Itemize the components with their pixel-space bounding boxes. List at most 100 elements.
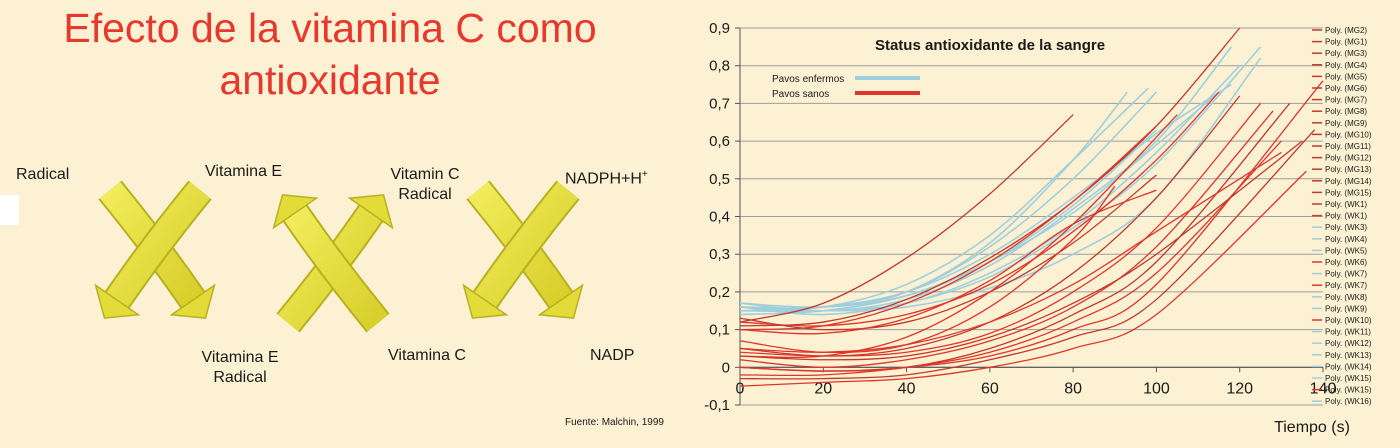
arrow-group-3-b-head	[462, 283, 509, 319]
side-legend-label: Poly. (MG4)	[1325, 61, 1367, 70]
antioxidant-chart: -0,1 0 0,1 0,2 0,3 0,4 0,5 0,6 0,7 0,8 0,9 0 20 40 60 8…	[704, 20, 1372, 436]
redox-arrows	[94, 180, 584, 333]
side-legend-label: Poly. (MG6)	[1325, 84, 1367, 93]
side-legend-label: Poly. (MG11)	[1325, 142, 1371, 151]
chart-inner-legend: Pavos enfermos Pavos sanos	[772, 74, 920, 100]
series-line-12	[739, 27, 1241, 327]
side-legend-label: Poly. (WK12)	[1325, 339, 1372, 348]
series-line-28	[739, 189, 1157, 335]
series-line-11	[739, 114, 1074, 323]
label-vitamina-e-radical-line-2: Radical	[213, 369, 267, 386]
series-line-5	[739, 46, 1262, 316]
arrow-group-1-b-head	[94, 283, 141, 319]
arrow-group-2-b-band	[284, 205, 389, 332]
label-nadph: NADPH+H+	[565, 165, 648, 189]
y-tick-label: 0	[722, 359, 730, 376]
side-legend-label: Poly. (WK1)	[1325, 200, 1367, 209]
series-line-22	[739, 140, 1282, 377]
series-line-21	[739, 102, 1291, 372]
series-line-14	[739, 125, 1157, 331]
series-line-9	[739, 87, 1149, 312]
white-marker-box	[0, 195, 19, 225]
side-legend-label: Poly. (WK16)	[1325, 397, 1372, 406]
arrow-group-1-b-band	[106, 181, 211, 308]
arrow-group-1-a-head	[169, 283, 216, 319]
slide-title-line-2: antioxidante	[219, 57, 441, 103]
chart-axes: -0,1 0 0,1 0,2 0,3 0,4 0,5 0,6 0,7 0,8 0,9 0 20 40 60 8…	[704, 20, 1336, 414]
side-legend-label: Poly. (MG9)	[1325, 119, 1367, 128]
side-legend-label: Poly. (WK10)	[1325, 316, 1372, 325]
x-tick-label: 100	[1143, 380, 1170, 397]
side-legend-label: Poly. (MG15)	[1325, 188, 1372, 197]
label-nadph-sup: +	[641, 169, 648, 180]
side-legend-label: Poly. (WK1)	[1325, 212, 1367, 221]
side-legend-label: Poly. (WK4)	[1325, 235, 1367, 244]
series-line-17	[739, 114, 1178, 359]
side-legend-label: Poly. (WK11)	[1325, 328, 1371, 337]
series-line-19	[739, 102, 1262, 357]
series-line-23	[739, 80, 1324, 372]
chart-series	[739, 27, 1324, 387]
side-legend-label: Poly. (MG1)	[1325, 38, 1367, 47]
x-tick-label: 20	[814, 380, 832, 397]
label-nadph-text: NADPH+H	[565, 170, 642, 188]
side-legend-label: Poly. (WK6)	[1325, 258, 1367, 267]
side-legend-label: Poly. (MG10)	[1325, 130, 1372, 139]
x-tick-label: 120	[1226, 380, 1253, 397]
x-tick-label: 0	[736, 380, 745, 397]
label-vitamina-e: Vitamina E	[205, 163, 283, 180]
arrow-group-2-b-head	[272, 194, 319, 230]
series-line-24	[739, 129, 1316, 380]
y-tick-label: 0,5	[709, 171, 730, 188]
label-vitamina-e-radical-line-1: Vitamina E	[201, 349, 279, 366]
y-tick-label: 0,9	[709, 20, 730, 37]
inner-legend-label: Pavos sanos	[772, 89, 829, 100]
series-line-1	[739, 91, 1128, 313]
side-legend-label: Poly. (WK5)	[1325, 246, 1367, 255]
y-tick-label: 0,8	[709, 58, 730, 75]
chart-side-legend: Poly. (MG2) Poly. (MG1) Poly. (MG3) Poly. (…	[1312, 26, 1372, 406]
arrow-group-3-b-band	[474, 181, 579, 308]
y-tick-label: 0,7	[709, 95, 730, 112]
arrow-group-3-a-head	[537, 283, 584, 319]
y-tick-label: -0,1	[704, 397, 730, 414]
source-note: Fuente: Malchin, 1999	[565, 417, 664, 428]
y-tick-label: 0,6	[709, 133, 730, 150]
label-nadp: NADP	[590, 347, 635, 364]
side-legend-label: Poly. (WK7)	[1325, 270, 1367, 279]
x-tick-label: 40	[898, 380, 916, 397]
x-tick-label: 60	[981, 380, 999, 397]
chart-panel: -0,1 0 0,1 0,2 0,3 0,4 0,5 0,6 0,7 0,8 0,9 0 20 40 60 8…	[690, 0, 1400, 443]
y-tick-label: 0,1	[709, 322, 730, 339]
side-legend-label: Poly. (WK15)	[1325, 374, 1372, 383]
label-vitamina-c: Vitamina C	[388, 347, 466, 364]
label-vitamin-c-radical: Vitamin C Radical	[380, 165, 470, 205]
side-legend-label: Poly. (MG12)	[1325, 154, 1372, 163]
side-legend-label: Poly. (MG2)	[1325, 26, 1367, 35]
slide-title: Efecto de la vitamina C como antioxidant…	[40, 2, 620, 106]
side-legend-label: Poly. (WK9)	[1325, 304, 1367, 313]
arrow-group-2-a-head	[347, 194, 394, 230]
label-radical: Radical	[16, 166, 70, 183]
label-vitamina-e-radical: Vitamina E Radical	[190, 348, 290, 388]
side-legend-label: Poly. (WK15)	[1325, 386, 1372, 395]
y-tick-label: 0,2	[709, 284, 730, 301]
y-tick-label: 0,3	[709, 246, 730, 263]
series-line-20	[739, 110, 1274, 368]
x-axis-label: Tiempo (s)	[1274, 419, 1350, 436]
side-legend-label: Poly. (WK14)	[1325, 362, 1372, 371]
chart-title: Status antioxidante de la sangre	[875, 37, 1105, 54]
label-vitamin-c-radical-line-2: Radical	[398, 186, 452, 203]
series-line-26	[739, 151, 1282, 353]
side-legend-label: Poly. (MG14)	[1325, 177, 1372, 186]
inner-legend-label: Pavos enfermos	[772, 74, 844, 85]
label-vitamin-c-radical-line-1: Vitamin C	[390, 166, 460, 183]
side-legend-label: Poly. (WK3)	[1325, 223, 1367, 232]
diagram-panel: Efecto de la vitamina C como antioxidant…	[0, 0, 690, 443]
side-legend-label: Poly. (WK7)	[1325, 281, 1367, 290]
series-line-27	[739, 140, 1303, 361]
cross-arrow-1	[94, 180, 216, 319]
cross-arrow-3	[462, 180, 584, 319]
side-legend-label: Poly. (MG8)	[1325, 107, 1367, 116]
side-legend-label: Poly. (WK13)	[1325, 351, 1372, 360]
